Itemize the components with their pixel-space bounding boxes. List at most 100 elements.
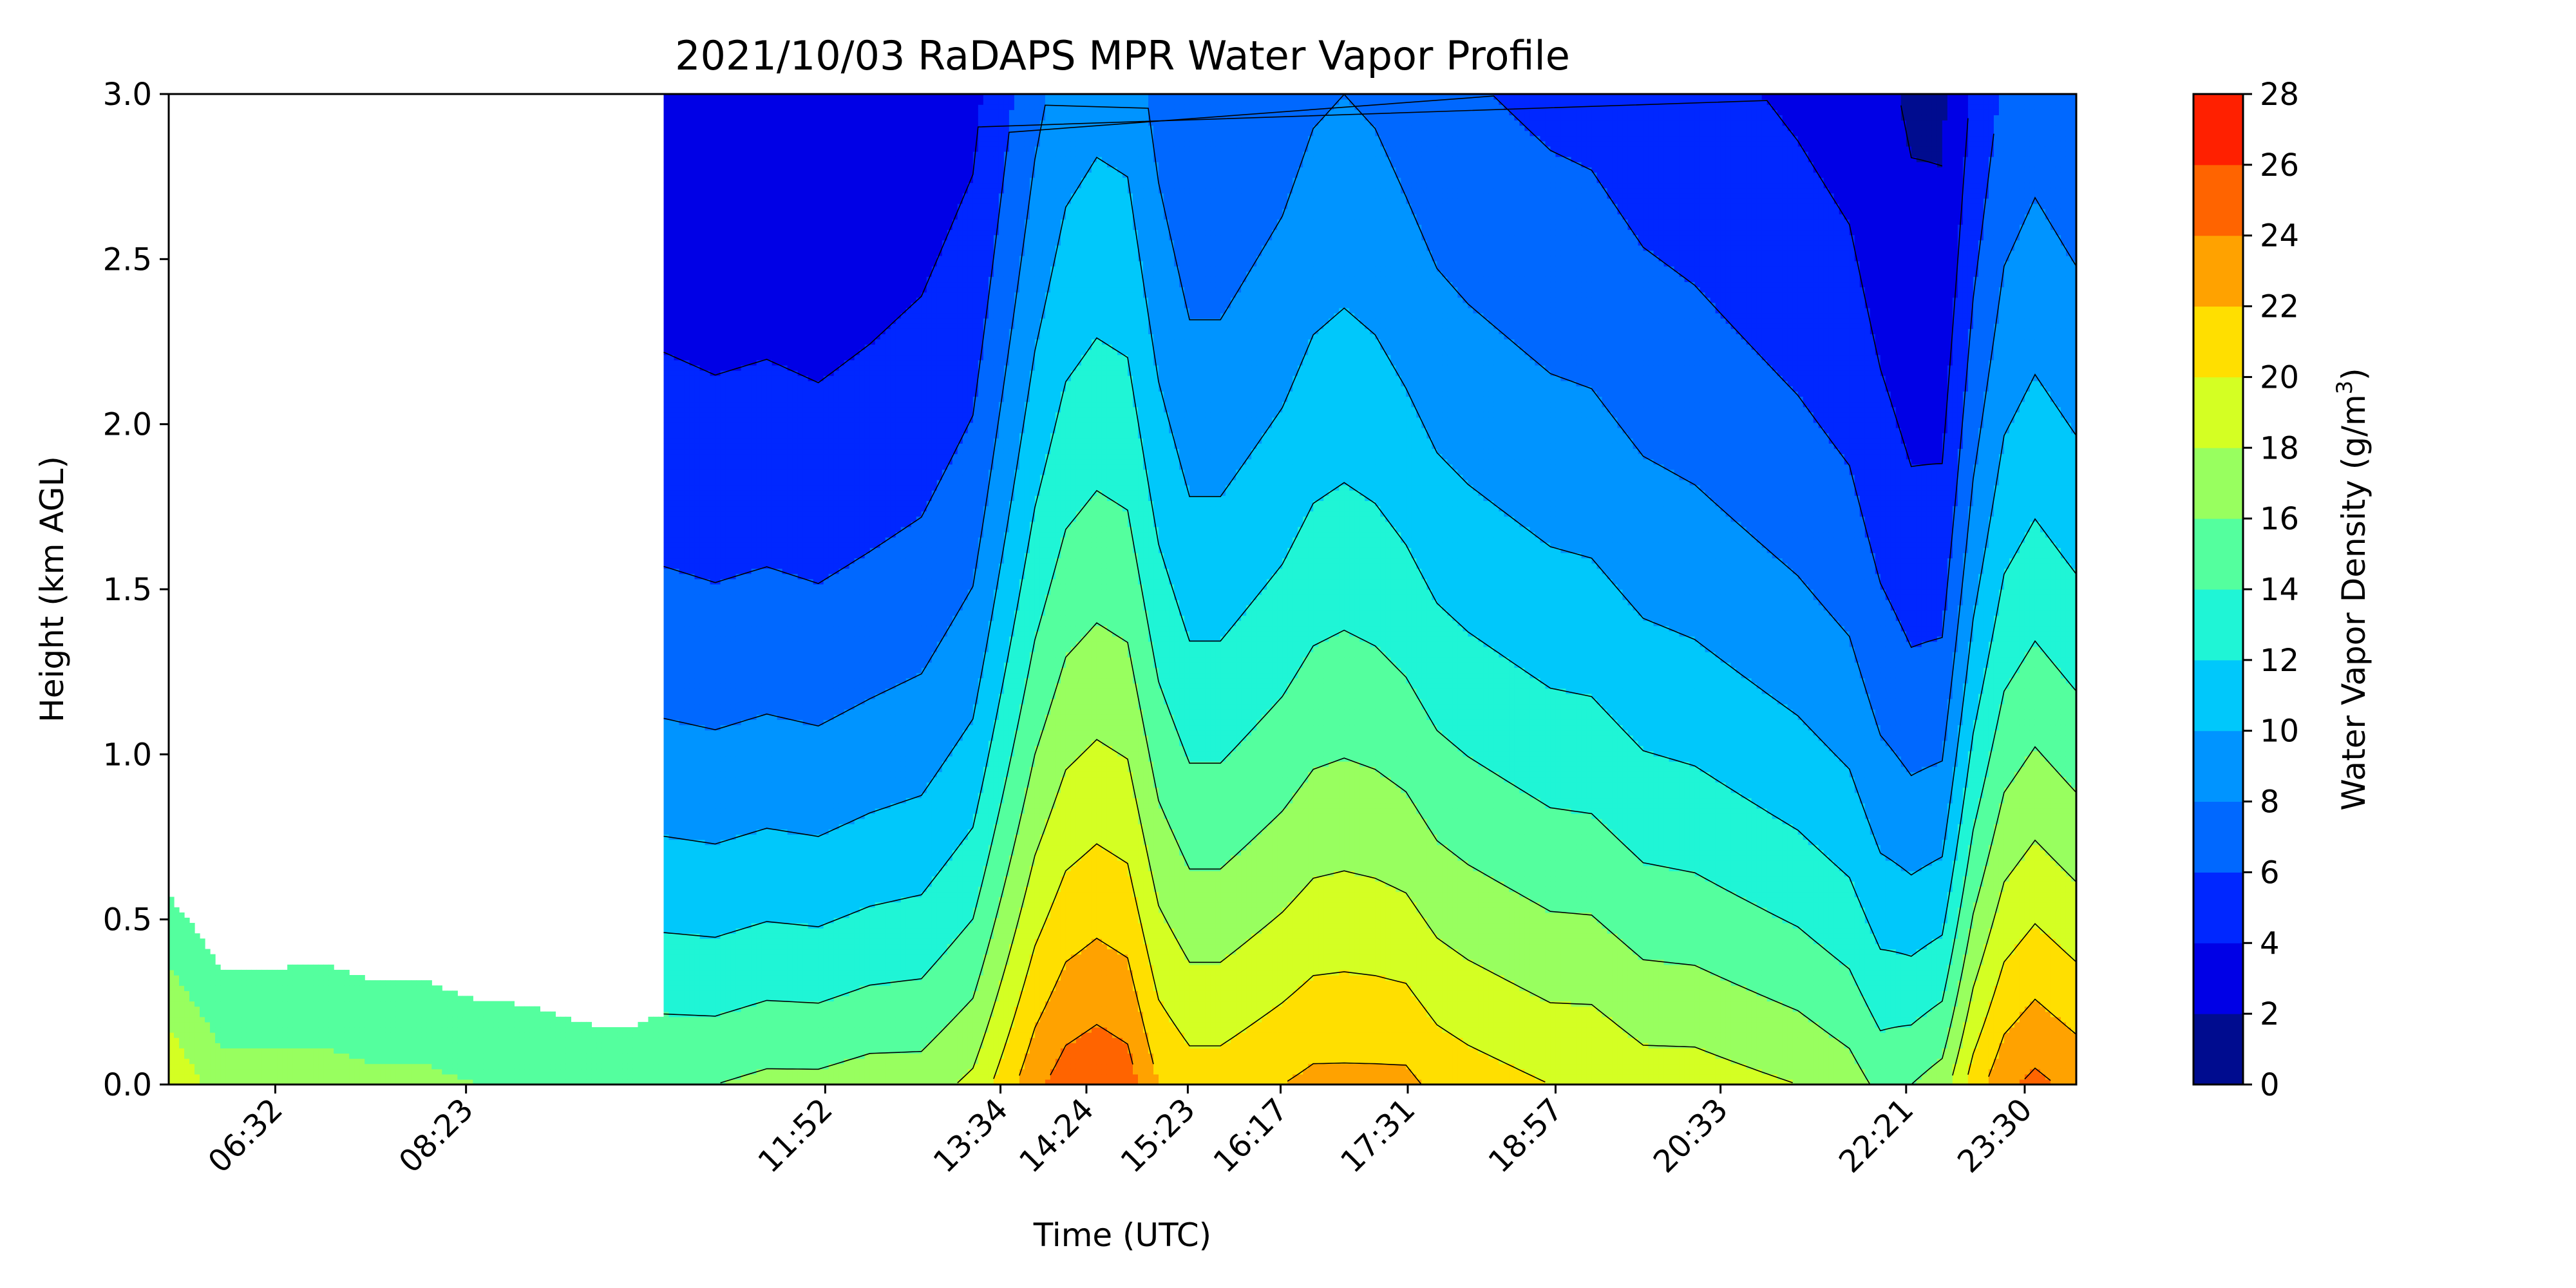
contour-cell bbox=[736, 918, 742, 923]
contour-cell bbox=[705, 662, 711, 668]
contour-cell bbox=[194, 996, 200, 1001]
contour-cell bbox=[184, 1032, 190, 1038]
contour-cell bbox=[251, 1032, 257, 1038]
contour-cell bbox=[488, 1012, 494, 1018]
contour-cell bbox=[705, 328, 711, 334]
contour-cell bbox=[726, 527, 732, 533]
contour-cell bbox=[277, 1001, 283, 1007]
contour-cell bbox=[731, 782, 737, 788]
contour-cell bbox=[194, 938, 200, 944]
contour-cell bbox=[179, 1064, 185, 1070]
contour-cell bbox=[695, 719, 701, 725]
contour-cell bbox=[731, 495, 737, 501]
contour-cell bbox=[659, 1027, 665, 1033]
contour-cell bbox=[715, 245, 721, 251]
contour-cell bbox=[715, 938, 721, 944]
contour-cell bbox=[179, 960, 185, 965]
contour-cell bbox=[406, 1022, 412, 1028]
contour-cell bbox=[679, 475, 685, 480]
contour-cell bbox=[700, 980, 706, 986]
contour-cell bbox=[416, 1053, 422, 1059]
contour-cell bbox=[478, 1007, 484, 1012]
contour-cell bbox=[390, 1032, 396, 1038]
contour-cell bbox=[287, 1074, 293, 1080]
contour-cell bbox=[721, 1059, 726, 1065]
contour-cell bbox=[679, 594, 685, 600]
contour-cell bbox=[349, 1007, 355, 1012]
contour-cell bbox=[674, 345, 680, 350]
contour-cell bbox=[674, 339, 680, 345]
contour-cell bbox=[529, 1053, 535, 1059]
contour-cell bbox=[736, 777, 742, 782]
contour-cell bbox=[721, 276, 726, 282]
contour-cell bbox=[741, 777, 747, 782]
contour-cell bbox=[695, 798, 701, 804]
contour-cell bbox=[679, 547, 685, 553]
contour-cell bbox=[174, 933, 180, 939]
contour-cell bbox=[251, 1007, 257, 1012]
contour-cell bbox=[736, 610, 742, 616]
contour-cell bbox=[721, 438, 726, 444]
contour-cell bbox=[664, 719, 670, 725]
contour-cell bbox=[746, 647, 752, 652]
contour-cell bbox=[565, 1027, 571, 1033]
contour-cell bbox=[669, 475, 675, 480]
contour-cell bbox=[700, 1059, 706, 1065]
contour-cell bbox=[700, 558, 706, 564]
contour-cell bbox=[695, 1074, 701, 1080]
contour-cell bbox=[395, 1059, 401, 1065]
contour-cell bbox=[452, 1059, 458, 1065]
contour-cell bbox=[746, 579, 752, 585]
contour-cell bbox=[349, 1012, 355, 1018]
contour-cell bbox=[685, 391, 690, 397]
contour-cell bbox=[437, 1059, 442, 1065]
contour-cell bbox=[726, 1022, 732, 1028]
contour-cell bbox=[282, 1069, 288, 1075]
contour-cell bbox=[700, 866, 706, 871]
contour-cell bbox=[674, 923, 680, 929]
contour-cell bbox=[669, 798, 675, 804]
contour-cell bbox=[721, 120, 726, 126]
contour-cell bbox=[674, 641, 680, 647]
contour-cell bbox=[308, 1027, 314, 1033]
contour-cell bbox=[746, 412, 752, 418]
contour-cell bbox=[535, 1074, 540, 1080]
contour-cell bbox=[210, 970, 216, 976]
contour-cell bbox=[705, 631, 711, 637]
contour-cell bbox=[721, 162, 726, 167]
contour-cell bbox=[664, 443, 670, 449]
contour-cell bbox=[308, 975, 314, 981]
contour-cell bbox=[210, 965, 216, 971]
contour-cell bbox=[685, 871, 690, 876]
contour-cell bbox=[385, 1037, 391, 1043]
contour-cell bbox=[189, 1064, 195, 1070]
contour-cell bbox=[685, 245, 690, 251]
contour-cell bbox=[664, 292, 670, 298]
contour-cell bbox=[710, 522, 716, 527]
contour-cell bbox=[710, 574, 716, 580]
contour-cell bbox=[292, 975, 298, 981]
contour-cell bbox=[705, 365, 711, 371]
contour-cell bbox=[695, 438, 701, 444]
contour-cell bbox=[700, 490, 706, 496]
contour-cell bbox=[700, 788, 706, 793]
contour-cell bbox=[690, 1001, 696, 1007]
contour-cell bbox=[298, 1069, 303, 1075]
contour-cell bbox=[483, 1027, 489, 1033]
contour-cell bbox=[596, 1069, 602, 1075]
contour-cell bbox=[664, 615, 670, 621]
contour-cell bbox=[674, 970, 680, 976]
contour-cell bbox=[710, 229, 716, 235]
contour-cell bbox=[690, 949, 696, 955]
contour-cell bbox=[715, 652, 721, 658]
contour-cell bbox=[344, 970, 350, 976]
contour-cell bbox=[529, 1027, 535, 1033]
contour-cell bbox=[452, 1069, 458, 1075]
contour-cell bbox=[591, 1074, 597, 1080]
contour-cell bbox=[669, 626, 675, 632]
contour-cell bbox=[669, 1059, 675, 1065]
contour-cell bbox=[715, 251, 721, 256]
contour-cell bbox=[535, 1017, 540, 1023]
contour-cell bbox=[721, 251, 726, 256]
contour-cell bbox=[736, 980, 742, 986]
